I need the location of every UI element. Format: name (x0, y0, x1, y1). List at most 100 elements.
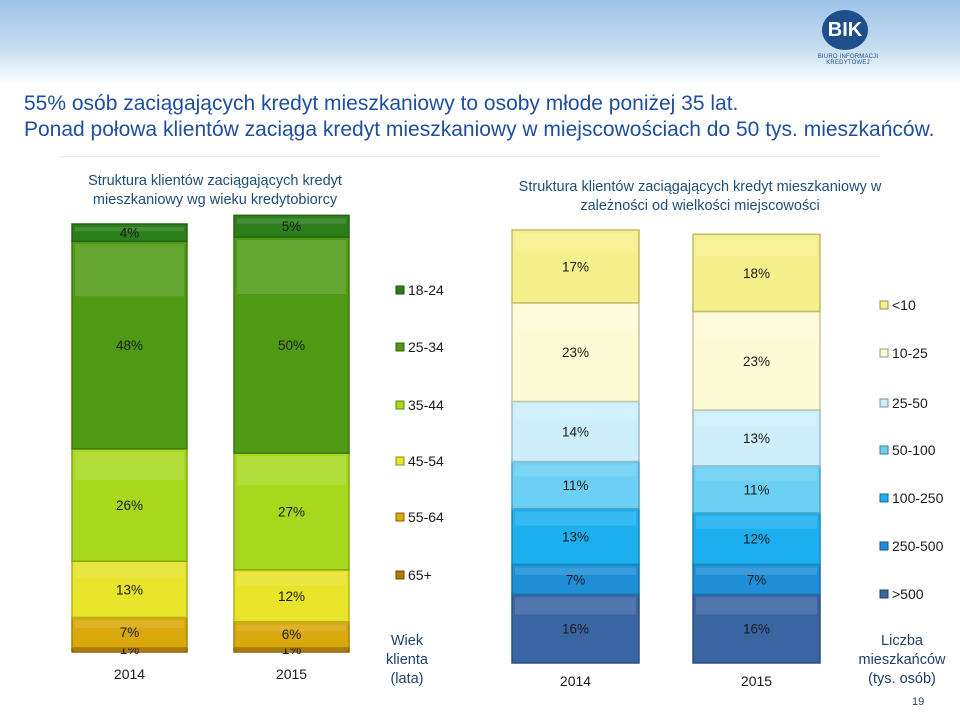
bar-segment-35-44-2015 (233, 452, 350, 571)
legend-label-25-50: 25-50 (892, 395, 928, 411)
bar-highlight (696, 237, 817, 257)
data-label: 50% (278, 338, 305, 353)
bar-highlight (237, 218, 346, 224)
bar-segment-gt500-2014 (511, 593, 640, 664)
data-label: 13% (116, 582, 143, 597)
bar-segment-25-34-2014 (71, 240, 188, 450)
age-legend-unit-label: Wiek klienta (lata) (386, 633, 428, 687)
bar-segment-50-100-2014 (511, 460, 640, 510)
data-label: 14% (562, 424, 589, 439)
data-label: 5% (282, 219, 302, 234)
data-label: 23% (743, 354, 770, 369)
bar-segment-18-24-2015 (233, 214, 350, 238)
header-band (0, 0, 960, 85)
category-label-2014: 2014 (114, 666, 145, 682)
bar-segment-18-24-2014 (71, 223, 188, 243)
bar-highlight (515, 567, 636, 575)
legend-label-gt500: >500 (892, 586, 924, 602)
page-number: 19 (912, 696, 925, 708)
age-structure-chart: 1%7%13%26%48%4%20141%6%12%27%50%5%201518… (71, 214, 444, 682)
bar-highlight (515, 464, 636, 477)
bar-segment-25-50-2014 (511, 400, 640, 463)
data-label: 4% (120, 226, 140, 241)
bar-highlight (515, 597, 636, 615)
data-label: 27% (278, 504, 305, 519)
legend-label-250-500: 250-500 (892, 538, 944, 554)
bar-highlight (696, 314, 817, 340)
legend-label-100-250: 100-250 (892, 490, 944, 506)
locality-structure-chart: 16% 7% 13% 11% 14% 23% 17% 2014 16% 7% 12% 11% 13% 23… (511, 229, 944, 689)
bar-highlight (75, 227, 184, 232)
data-label: 6% (282, 627, 302, 642)
legend-swatch-gt500 (879, 589, 889, 599)
data-label: 48% (116, 338, 143, 353)
bar-segment-55-64-2015 (233, 620, 350, 649)
data-label: 11% (562, 478, 588, 493)
bar-highlight (515, 233, 636, 252)
bar-highlight (696, 413, 817, 427)
legend-swatch-100-250 (879, 493, 889, 503)
bar-highlight (237, 572, 346, 586)
bar-segment-lt10-2014 (511, 229, 640, 304)
bar-highlight (515, 404, 636, 420)
locality-legend-unit-label: Liczba mieszkańców (tys. osób) (858, 633, 946, 687)
data-label: 12% (278, 589, 305, 604)
legend-swatch-lt10 (879, 300, 889, 310)
bar-highlight (237, 456, 346, 486)
bar-segment-35-44-2014 (71, 448, 188, 562)
bar-highlight (75, 451, 184, 480)
legend-swatch-25-50 (879, 398, 889, 408)
bar-highlight (75, 244, 184, 297)
legend-swatch-50-100 (879, 445, 889, 455)
category-label-2014: 2014 (560, 673, 591, 689)
data-label: 7% (747, 572, 767, 587)
bar-segment-25-50-2015 (692, 409, 821, 467)
legend-label-45-54: 45-54 (408, 453, 444, 469)
bar-segment-lt10-2015 (692, 233, 821, 313)
data-label: 7% (566, 572, 586, 587)
data-label: 16% (562, 622, 589, 637)
legend-label-18-24: 18-24 (408, 282, 444, 298)
legend-swatch-65plus (395, 570, 405, 580)
legend-swatch-25-34 (395, 342, 405, 352)
bar-highlight (75, 620, 184, 628)
age-chart-title: Struktura klientów zaciągających kredyt … (88, 173, 342, 208)
bar-segment-45-54-2015 (233, 569, 350, 623)
bar-highlight (696, 567, 817, 575)
legend-swatch-18-24 (395, 285, 405, 295)
bar-highlight (75, 564, 184, 579)
bar-highlight (696, 468, 817, 481)
legend-label-55-64: 55-64 (408, 509, 444, 525)
bar-segment-250-500-2015 (692, 563, 821, 596)
category-label-2015: 2015 (741, 673, 772, 689)
bar-segment-45-54-2014 (71, 560, 188, 619)
bar-segment-gt500-2015 (692, 593, 821, 664)
data-label: 23% (562, 345, 589, 360)
legend-label-25-34: 25-34 (408, 339, 444, 355)
legend-label-10-25: 10-25 (892, 345, 928, 361)
page-title-line-1: 55% osób zaciągających kredyt mieszkanio… (24, 92, 739, 115)
bar-highlight (515, 305, 636, 331)
locality-chart-title: Struktura klientów zaciągających kredyt … (518, 179, 882, 214)
data-label: 16% (743, 622, 770, 637)
bar-segment-10-25-2014 (511, 302, 640, 403)
category-label-2015: 2015 (276, 666, 307, 682)
legend-label-35-44: 35-44 (408, 397, 444, 413)
bar-highlight (237, 624, 346, 632)
bar-segment-100-250-2015 (692, 512, 821, 566)
legend-label-65plus: 65+ (408, 567, 432, 583)
data-label: 12% (743, 532, 770, 547)
bar-highlight (696, 597, 817, 615)
bar-segment-25-34-2015 (233, 236, 350, 454)
bar-segment-100-250-2014 (511, 507, 640, 566)
data-label: 13% (562, 530, 589, 545)
legend-swatch-35-44 (395, 400, 405, 410)
bar-highlight (237, 239, 346, 295)
bar-segment-10-25-2015 (692, 310, 821, 411)
bar-segment-50-100-2015 (692, 465, 821, 514)
divider (60, 156, 880, 157)
legend-label-50-100: 50-100 (892, 442, 936, 458)
data-label: 7% (120, 625, 140, 640)
bar-highlight (237, 650, 346, 652)
